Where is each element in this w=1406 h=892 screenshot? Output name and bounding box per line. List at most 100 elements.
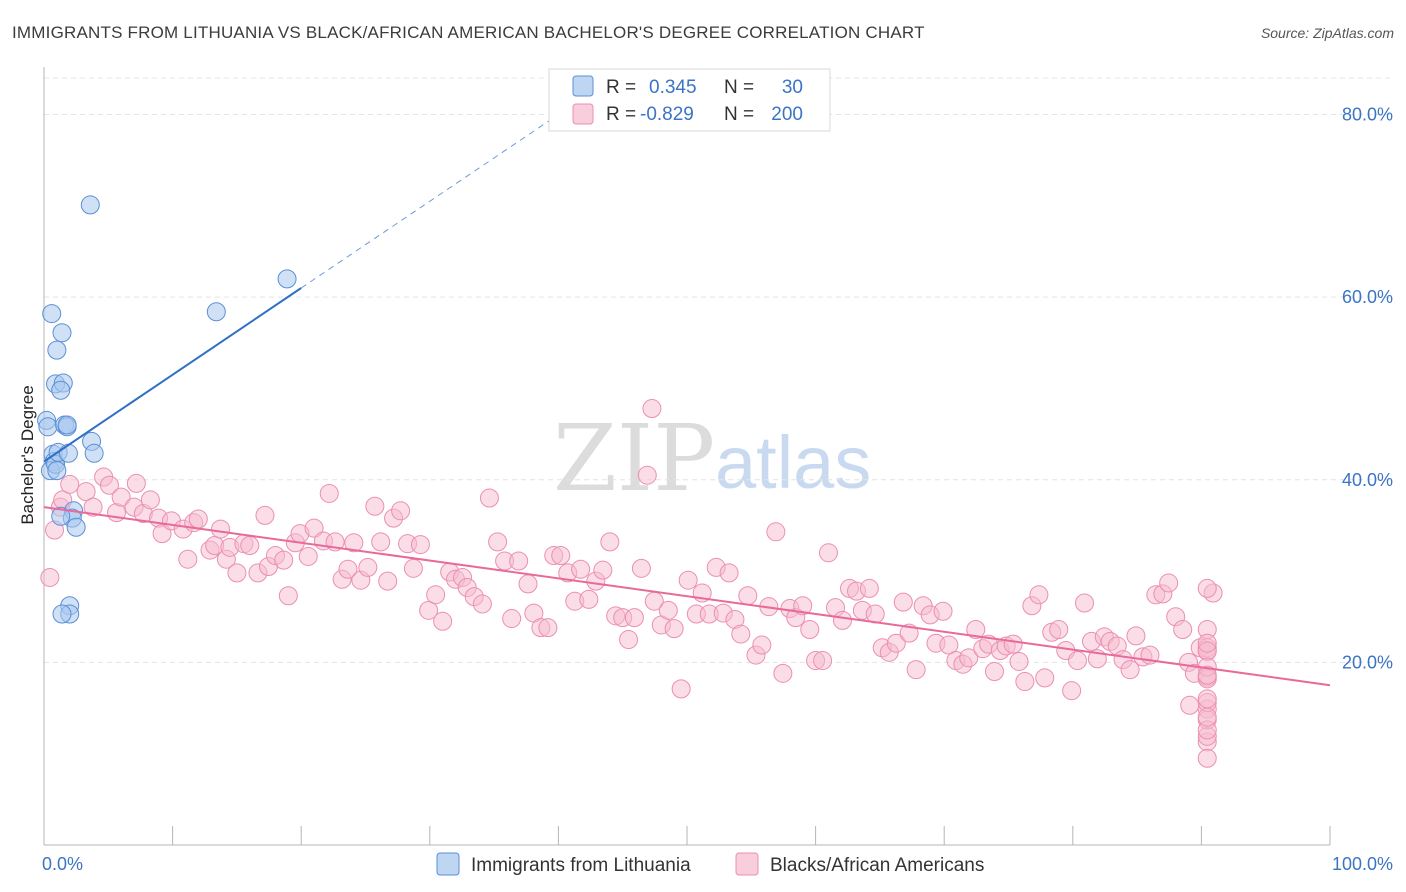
- pink-point: [1173, 620, 1193, 640]
- pink-point: [966, 620, 986, 640]
- top-legend: R = 0.345 N = 30 R = -0.829 N = 200: [548, 68, 831, 132]
- pink-point: [298, 546, 318, 566]
- pink-point: [502, 609, 522, 629]
- pink-point: [642, 399, 662, 419]
- pink-point: [304, 518, 324, 538]
- x-tick-labels: 0.0% 100.0%: [42, 854, 1393, 874]
- pink-point: [76, 482, 96, 502]
- pink-point: [1074, 593, 1094, 613]
- y-tick-label-40: 40.0%: [1342, 470, 1393, 490]
- pink-point: [111, 487, 131, 507]
- series-blacks-african-americans: [40, 399, 1223, 768]
- pink-point: [410, 535, 430, 555]
- blue-point: [51, 506, 71, 526]
- pink-point: [832, 610, 852, 630]
- pink-point: [600, 532, 620, 552]
- blue-point: [42, 304, 62, 324]
- watermark-zip: ZIP: [553, 405, 715, 512]
- y-tick-label-80: 80.0%: [1342, 105, 1393, 125]
- pink-point: [773, 663, 793, 683]
- pink-point: [1009, 651, 1029, 671]
- pink-point: [344, 533, 364, 553]
- blue-point: [58, 443, 78, 463]
- pink-point: [488, 532, 508, 552]
- pink-point: [624, 608, 644, 628]
- pink-point: [1015, 672, 1035, 692]
- blue-point: [206, 302, 226, 322]
- pink-point: [126, 473, 146, 493]
- blue-trend-line: [43, 287, 302, 463]
- pink-point: [419, 600, 439, 620]
- pink-point: [319, 483, 339, 503]
- pink-point: [518, 574, 538, 594]
- pink-point: [255, 505, 275, 525]
- chart-title: IMMIGRANTS FROM LITHUANIA VS BLACK/AFRIC…: [12, 23, 925, 42]
- pink-point: [403, 558, 423, 578]
- pink-point: [886, 633, 906, 653]
- pink-point: [1159, 573, 1179, 593]
- pink-point: [1197, 665, 1217, 685]
- pink-point: [658, 600, 678, 620]
- pink-point: [678, 570, 698, 590]
- pink-point: [509, 551, 529, 571]
- pink-point: [178, 549, 198, 569]
- legend-blue-r-label: R =: [606, 77, 636, 98]
- legend-pink-n-value: 200: [771, 104, 803, 125]
- pink-point: [538, 618, 558, 638]
- series-immigrants-from-lithuania: [37, 195, 297, 624]
- pink-point: [793, 596, 813, 616]
- pink-point: [1003, 634, 1023, 654]
- pink-point: [719, 563, 739, 583]
- bottom-legend: Immigrants from Lithuania Blacks/African…: [436, 852, 984, 876]
- pink-point: [1120, 660, 1140, 680]
- legend-blue-swatch: [572, 75, 594, 97]
- pink-point: [664, 619, 684, 639]
- pink-point: [1126, 626, 1146, 646]
- bottom-legend-pink-label: Blacks/African Americans: [770, 855, 984, 876]
- pink-point: [378, 571, 398, 591]
- x-tick-label-0: 0.0%: [42, 854, 83, 874]
- pink-point: [1067, 651, 1087, 671]
- pink-point: [338, 559, 358, 579]
- pink-point: [671, 679, 691, 699]
- pink-point: [371, 532, 391, 552]
- pink-point: [391, 501, 411, 521]
- pink-point: [738, 586, 758, 606]
- blue-point: [84, 443, 104, 463]
- pink-point: [813, 651, 833, 671]
- blue-point: [51, 380, 71, 400]
- y-tick-labels: 20.0% 40.0% 60.0% 80.0%: [1342, 105, 1393, 673]
- pink-point: [731, 624, 751, 644]
- pink-point: [579, 589, 599, 609]
- pink-point: [1029, 585, 1049, 605]
- pink-point: [240, 536, 260, 556]
- watermark-atlas: atlas: [715, 421, 871, 504]
- pink-point: [274, 550, 294, 570]
- blue-point: [47, 461, 67, 481]
- blue-trend-extension: [300, 114, 559, 289]
- legend-pink-n-label: N =: [724, 104, 754, 125]
- pink-point: [571, 559, 591, 579]
- pink-point: [1197, 748, 1217, 768]
- bottom-legend-blue-swatch: [436, 852, 460, 876]
- legend-blue-n-value: 30: [782, 77, 803, 98]
- pink-point: [984, 662, 1004, 682]
- pink-point: [365, 496, 385, 516]
- blue-point: [38, 417, 58, 437]
- x-tick-label-100: 100.0%: [1332, 854, 1393, 874]
- pink-point: [818, 543, 838, 563]
- legend-pink-r-label: R =: [606, 104, 636, 125]
- pink-point: [766, 522, 786, 542]
- pink-point: [619, 630, 639, 650]
- watermark: ZIP atlas: [553, 405, 871, 512]
- pink-point: [1197, 578, 1217, 598]
- pink-point: [593, 560, 613, 580]
- blue-point: [80, 195, 100, 215]
- y-tick-label-20: 20.0%: [1342, 652, 1393, 672]
- pink-point: [1062, 681, 1082, 701]
- pink-point: [152, 524, 172, 544]
- pink-point: [899, 623, 919, 643]
- pink-point: [227, 563, 247, 583]
- pink-point: [60, 474, 80, 494]
- pink-point: [800, 620, 820, 640]
